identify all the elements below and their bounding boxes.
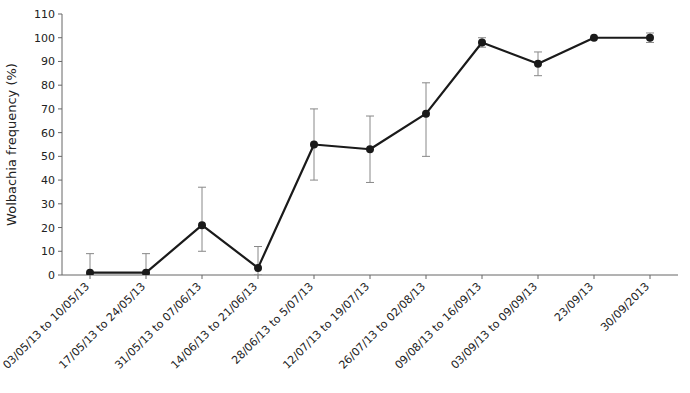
x-tick-label: 03/09/13 to 09/09/13 xyxy=(448,280,540,372)
point xyxy=(254,264,262,272)
x-tick xyxy=(146,275,147,279)
y-tick-label: 0 xyxy=(48,269,55,282)
error-bar-cap xyxy=(310,108,318,109)
y-tick xyxy=(58,14,62,15)
error-bar-cap xyxy=(366,182,374,183)
error-bar-cap xyxy=(86,253,94,254)
error-bar-cap xyxy=(646,42,654,43)
point xyxy=(590,34,598,42)
error-bar-cap xyxy=(198,251,206,252)
x-tick-label: 30/09/2013 xyxy=(598,280,652,334)
y-tick xyxy=(58,156,62,157)
chart-container: 010203040506070809010011003/05/13 to 10/… xyxy=(0,0,690,393)
y-tick xyxy=(58,275,62,276)
y-tick-label: 80 xyxy=(41,79,55,92)
y-tick xyxy=(58,85,62,86)
y-tick xyxy=(58,180,62,181)
x-tick xyxy=(370,275,371,279)
y-tick xyxy=(58,132,62,133)
y-axis-line xyxy=(62,14,63,275)
error-bar xyxy=(198,187,206,251)
x-tick xyxy=(202,275,203,279)
y-tick xyxy=(58,251,62,252)
point xyxy=(534,60,542,68)
x-tick xyxy=(650,275,651,279)
y-tick-label: 90 xyxy=(41,55,55,68)
point xyxy=(422,110,430,118)
error-bar-cap xyxy=(254,246,262,247)
y-tick-label: 30 xyxy=(41,198,55,211)
y-axis-label: Wolbachia frequency (%) xyxy=(4,63,19,226)
error-bar-cap xyxy=(422,82,430,83)
error-bar-cap xyxy=(254,275,262,276)
x-tick xyxy=(482,275,483,279)
x-tick-label: 23/09/13 xyxy=(552,280,596,324)
point xyxy=(478,38,486,46)
y-tick-label: 70 xyxy=(41,103,55,116)
y-tick-label: 110 xyxy=(34,8,55,21)
point xyxy=(366,145,374,153)
error-bar xyxy=(646,33,654,42)
y-tick xyxy=(58,61,62,62)
error-bar-cap xyxy=(198,187,206,188)
plot-area xyxy=(86,33,654,275)
line xyxy=(90,38,650,273)
y-tick xyxy=(58,227,62,228)
y-tick xyxy=(58,203,62,204)
x-tick xyxy=(258,275,259,279)
error-bar-cap xyxy=(366,116,374,117)
error-bar-cap xyxy=(478,37,486,38)
x-tick xyxy=(90,275,91,279)
point xyxy=(86,269,94,275)
y-tick-label: 60 xyxy=(41,127,55,140)
error-bar-cap xyxy=(142,253,150,254)
error-bar-cap xyxy=(310,180,318,181)
error-bar xyxy=(310,109,318,180)
y-tick-label: 100 xyxy=(34,32,55,45)
error-bar xyxy=(422,83,430,157)
error-bar-cap xyxy=(422,156,430,157)
error-bar-cap xyxy=(534,51,542,52)
point xyxy=(646,34,654,42)
point xyxy=(310,141,318,149)
y-tick-label: 40 xyxy=(41,174,55,187)
point xyxy=(142,269,150,275)
error-bar-stem xyxy=(202,187,203,251)
y-tick-label: 20 xyxy=(41,222,55,235)
y-tick-label: 50 xyxy=(41,150,55,163)
point xyxy=(198,221,206,229)
error-bar xyxy=(534,52,542,76)
x-tick xyxy=(538,275,539,279)
chart: 010203040506070809010011003/05/13 to 10/… xyxy=(0,0,690,393)
error-bar-stem xyxy=(426,83,427,157)
error-bar xyxy=(366,116,374,182)
x-tick xyxy=(314,275,315,279)
x-tick xyxy=(426,275,427,279)
error-bar-cap xyxy=(534,75,542,76)
y-tick-label: 10 xyxy=(41,245,55,258)
y-tick xyxy=(58,108,62,109)
x-tick xyxy=(594,275,595,279)
y-tick xyxy=(58,37,62,38)
error-bar-cap xyxy=(646,32,654,33)
